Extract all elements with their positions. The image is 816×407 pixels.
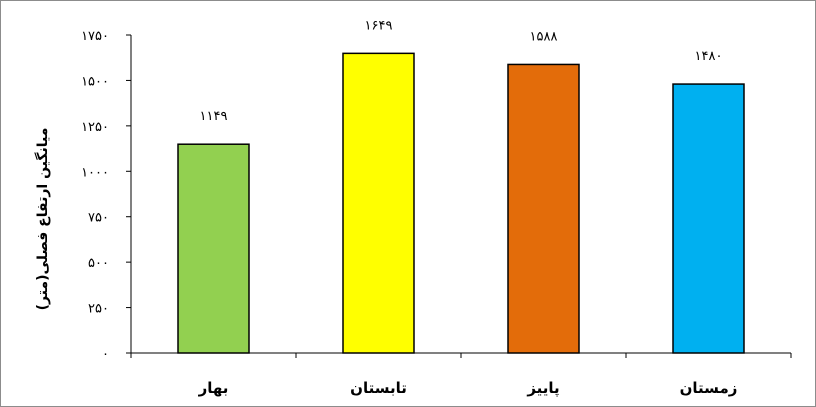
bar [672,83,745,354]
bar [177,143,250,354]
data-label: ۱۵۸۸ [530,29,558,44]
category-labels: بهار تابستان پاییز زمستان [198,379,738,398]
data-label: ۱۱۴۹ [200,109,228,124]
y-axis-ticks: ۰ ۲۵۰ ۵۰۰ ۷۵۰ ۱۰۰۰ ۱۲۵۰ ۱۵۰۰ ۱۷۵۰ [81,29,792,362]
y-tick-label: ۰ [102,347,109,362]
y-axis-title-group: میانگین ارتفاع فصلی(متر) [34,128,51,311]
y-tick-label: ۵۰۰ [88,256,109,271]
category-label: بهار [198,379,229,397]
category-label: زمستان [680,379,738,397]
y-tick-label: ۱۷۵۰ [81,29,109,44]
data-label: ۱۶۴۹ [365,18,393,33]
y-tick-label: ۱۲۵۰ [81,120,109,135]
y-tick-label: ۱۰۰۰ [81,165,109,180]
category-label: پاییز [526,379,559,398]
bars [177,52,745,354]
category-label: تابستان [350,379,407,397]
data-labels: ۱۱۴۹ ۱۶۴۹ ۱۵۸۸ ۱۴۸۰ [200,18,723,124]
y-axis-title: میانگین ارتفاع فصلی(متر) [34,128,51,311]
y-tick-label: ۲۵۰ [88,302,109,317]
data-label: ۱۴۸۰ [695,49,723,64]
bar [342,52,415,354]
y-tick-label: ۷۵۰ [88,211,109,226]
bar [507,63,580,354]
y-tick-label: ۱۵۰۰ [81,74,109,89]
